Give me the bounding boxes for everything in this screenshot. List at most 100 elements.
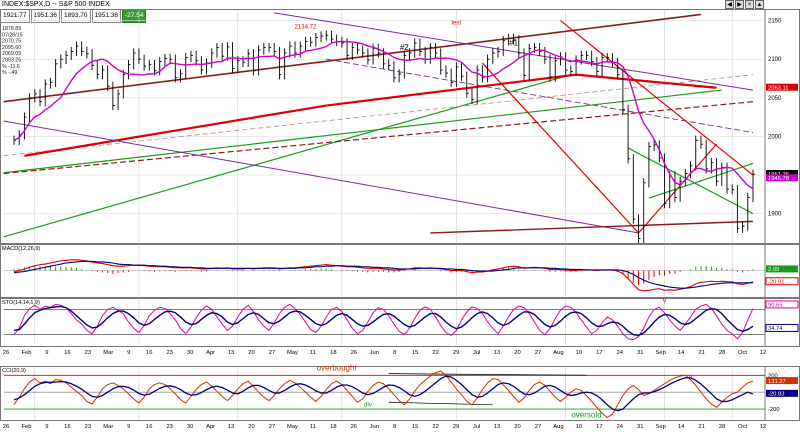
x-axis-tick-label: 20 — [248, 350, 254, 356]
x-axis-tick-label: 27 — [535, 350, 541, 356]
x-axis-tick-label: Mar — [103, 350, 113, 356]
price-stat-value: 2069.09 — [2, 51, 21, 57]
x-axis-tick-label-bottom: 27 — [535, 424, 541, 430]
peak-price-annotation: 2134.72 — [295, 24, 317, 30]
stochastic-value-label-box — [765, 323, 799, 332]
macd-value-label: -20.91 — [768, 280, 784, 286]
macd-signal-line — [13, 260, 753, 289]
x-axis-tick-label-bottom: 12 — [760, 424, 766, 430]
price-tick-label: 2000 — [768, 134, 782, 140]
dashed-channel-line — [3, 101, 754, 175]
cci-divergence-line-upper — [388, 373, 587, 376]
x-axis-tick-label-bottom: 16 — [64, 424, 70, 430]
cci-panel-frame — [0, 366, 800, 421]
long-rising-trendline — [3, 89, 722, 174]
x-axis-tick-label: 20 — [514, 350, 520, 356]
x-axis-tick-label-bottom: 29 — [453, 424, 459, 430]
x-axis-tick-label-bottom: 27 — [269, 424, 275, 430]
red-fan-line — [481, 62, 639, 234]
price-value-label: 1945.78 — [768, 176, 789, 182]
x-axis-tick-label: Apr — [206, 350, 215, 356]
stochastic-marker-v: v — [663, 298, 667, 305]
price-value-label: 2063.11 — [768, 85, 789, 91]
slow-average-curve-b — [326, 73, 577, 107]
x-axis-tick-label: 26 — [3, 350, 9, 356]
stochastic-value-label-box — [765, 300, 799, 309]
chart-title-text: INDEX:$SPX,D -- S&P 500 INDEX — [2, 1, 110, 8]
price-stat-value: 2070.75 — [2, 39, 21, 45]
x-axis-tick-label-bottom: 15 — [412, 424, 418, 430]
cci-title: CCI(20,9) — [2, 368, 26, 374]
x-axis-tick-label-bottom: Feb — [21, 424, 31, 430]
cci-average-line — [13, 375, 754, 412]
green-falling-line — [627, 147, 754, 215]
price-stat-value: 2095.60 — [2, 45, 21, 51]
x-axis-tick-label: 31 — [637, 350, 643, 356]
labels-layer: 1900195020002050210021502134.72#2#1test1… — [2, 19, 799, 430]
price-stat-value: 1878.89 — [2, 26, 21, 32]
close-icon[interactable]: × — [745, 0, 754, 9]
cci-value-label-box — [766, 377, 798, 385]
x-axis-tick-label: Sep — [656, 350, 666, 356]
x-axis-tick-label: May — [287, 350, 298, 356]
x-axis-tick-label: Jun — [370, 350, 379, 356]
overbought-annotation: overbought — [317, 364, 358, 373]
maximize-icon[interactable]: ▲ — [755, 0, 764, 9]
macd-value-label: 2.09 — [768, 267, 779, 273]
x-axis-tick-label-bottom: 23 — [166, 424, 172, 430]
x-axis-tick-label-bottom: Apr — [206, 424, 215, 430]
x-axis-tick-label-bottom: 30 — [187, 424, 193, 430]
x-axis-tick-label-bottom: 14 — [678, 424, 685, 430]
wave-2-annotation: #2 — [400, 43, 409, 52]
x-axis-tick-label: 22 — [432, 350, 438, 356]
price-tick-label: 2050 — [768, 96, 782, 102]
x-axis-tick-label-bottom: Jun — [370, 424, 379, 430]
cci-value-label: 131.27 — [768, 379, 786, 385]
x-axis-tick-label-bottom: Oct — [738, 424, 747, 430]
stochastic-k-line — [13, 303, 754, 341]
chart-title: INDEX:$SPX,D -- S&P 500 INDEX — [0, 0, 800, 9]
x-axis-tick-label: 23 — [166, 350, 172, 356]
x-axis-tick-label: Aug — [553, 350, 563, 356]
x-axis-tick-label: 11 — [310, 350, 316, 356]
series-layer — [13, 30, 755, 419]
x-axis-tick-label-bottom: May — [287, 424, 298, 430]
x-axis-tick-label-bottom: Mar — [103, 424, 113, 430]
upper-purple-line — [274, 12, 754, 91]
x-axis-tick-label-bottom: 28 — [719, 424, 725, 430]
x-axis-tick-label-bottom: 24 — [617, 424, 624, 430]
price-stat-value: 2093.25 — [2, 58, 21, 64]
x-axis-tick-label: Jul — [473, 350, 480, 356]
price-tick-label: 2150 — [768, 19, 782, 25]
fast-moving-average-line — [13, 40, 754, 190]
x-axis-tick-label: 26 — [351, 350, 357, 356]
x-axis-tick-label: 12 — [760, 350, 766, 356]
trendlines — [3, 12, 754, 406]
stochastic-d-line — [13, 305, 754, 337]
scroll-left-icon[interactable]: ◀ — [725, 0, 734, 9]
x-axis-tick-label: 8 — [393, 350, 396, 356]
oversold-annotation: oversold — [571, 410, 601, 419]
x-axis-tick-label-bottom: 22 — [432, 424, 438, 430]
x-axis-tick-label: 15 — [412, 350, 418, 356]
dashed-purple-line — [326, 58, 754, 134]
stochastic-value-label: 34.74 — [768, 326, 783, 332]
x-axis-tick-label-bottom: 11 — [310, 424, 316, 430]
x-axis-tick-label: 13 — [494, 350, 500, 356]
cci-tick-label: -200 — [768, 407, 780, 413]
x-axis-tick-label: Feb — [21, 350, 31, 356]
green-rising-line — [648, 162, 754, 199]
x-axis-tick-label-bottom: 10 — [576, 424, 582, 430]
price-tick-label: 1900 — [768, 212, 782, 218]
x-axis-tick-label-bottom: 9 — [127, 424, 130, 430]
x-axis-tick-label-bottom: 13 — [228, 424, 234, 430]
slow-average-curve-c — [575, 73, 717, 89]
x-axis-tick-label-bottom: 20 — [514, 424, 520, 430]
panel-gap — [0, 357, 800, 366]
x-axis-tick-label-bottom: 21 — [698, 424, 704, 430]
x-axis-tick-label: 29 — [453, 350, 459, 356]
scroll-right-icon[interactable]: ▶ — [735, 0, 744, 9]
x-axis-tick-label: 16 — [64, 350, 70, 356]
test-annotation: test — [452, 20, 462, 26]
